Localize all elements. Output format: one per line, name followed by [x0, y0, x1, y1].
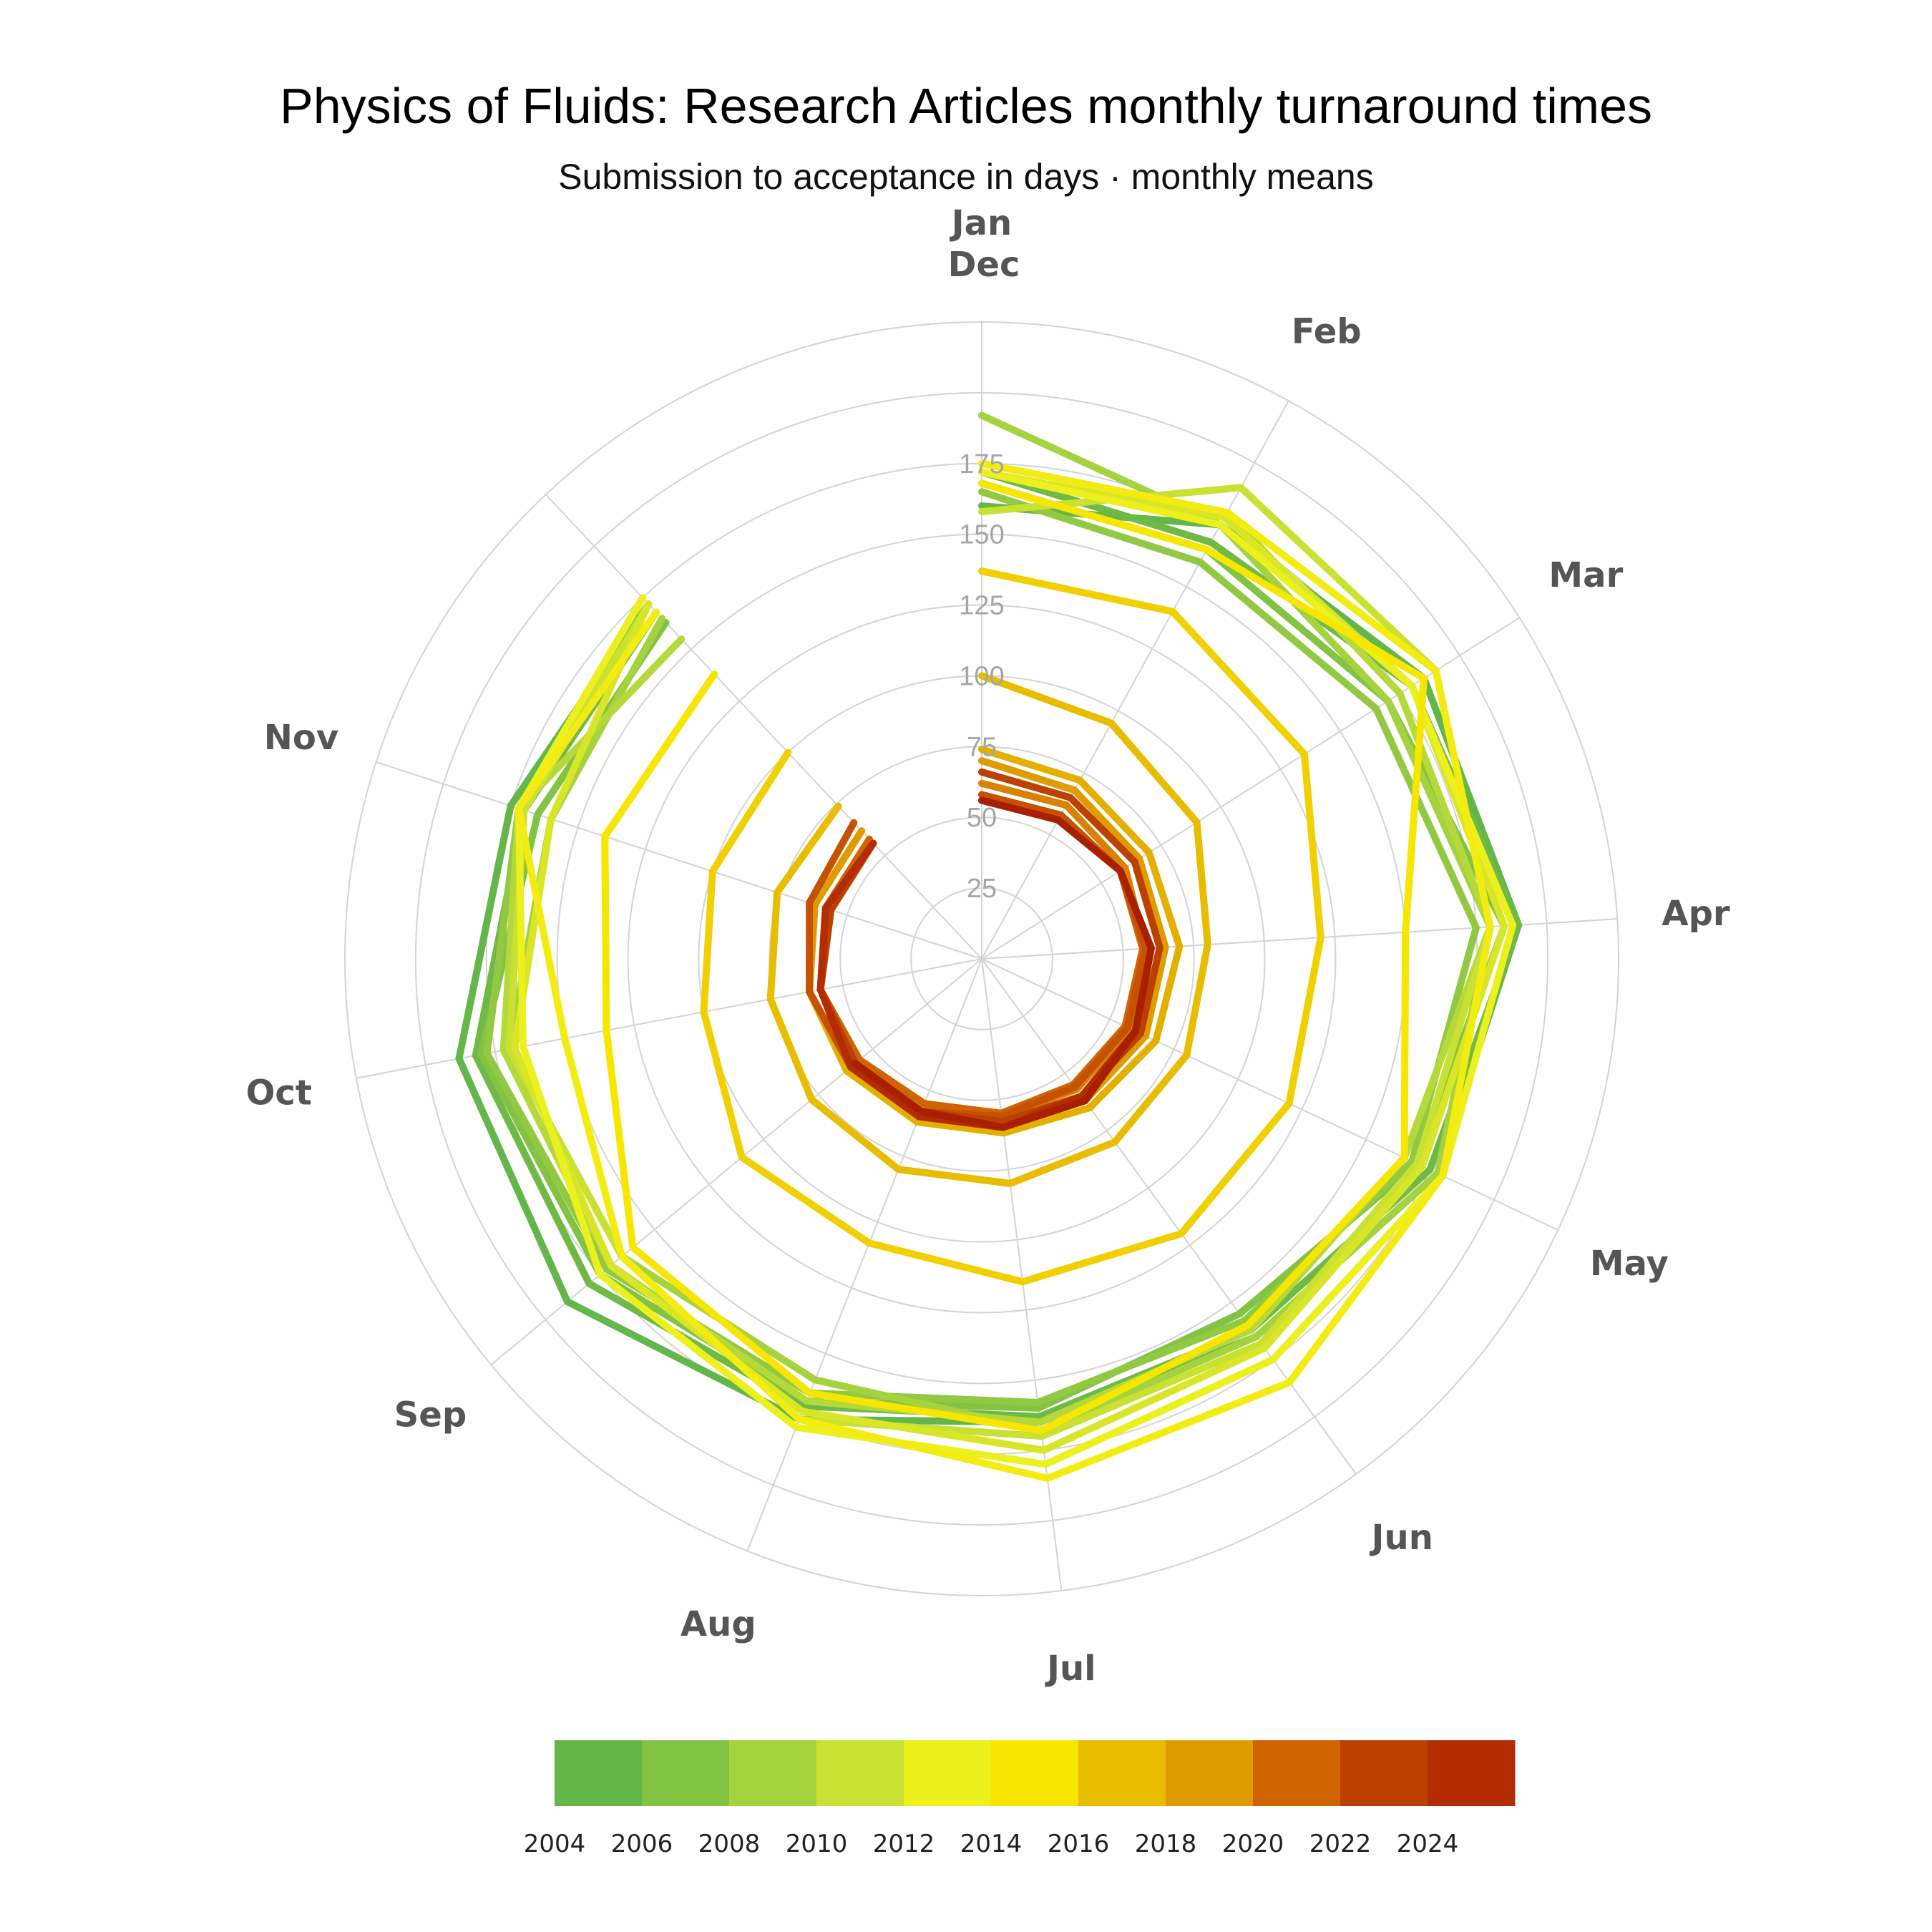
colorbar-label: 2006 — [611, 1830, 673, 1858]
month-label-jun: Jun — [1370, 1518, 1433, 1558]
month-label-jul: Jul — [1045, 1649, 1096, 1689]
colorbar-label: 2004 — [524, 1830, 586, 1858]
grid-spoke — [376, 761, 982, 960]
grid-spoke — [981, 958, 1063, 1591]
chart-subtitle: Submission to acceptance in days · month… — [558, 157, 1374, 197]
colorbar-swatch — [729, 1740, 817, 1806]
series-line-2024 — [852, 796, 1155, 1131]
month-label-dec: Dec — [948, 245, 1020, 285]
radial-tick-label: 175 — [959, 449, 1004, 479]
series-line-2012 — [514, 468, 1517, 1468]
colorbar-label: 2008 — [698, 1830, 761, 1858]
month-labels: Jan Feb Mar Apr May Jun Jul Aug Sep Oct Nov Dec — [246, 203, 1730, 1689]
radial-tick-label: 25 — [967, 874, 997, 904]
radial-tick-label: 75 — [967, 732, 997, 762]
month-label-may: May — [1590, 1244, 1669, 1284]
series-line-2010 — [505, 484, 1494, 1440]
colorbar-label: 2020 — [1222, 1830, 1284, 1858]
radial-tick-label: 100 — [959, 661, 1004, 691]
series-line-2013 — [514, 459, 1494, 1482]
series-line-2015 — [700, 567, 1324, 1286]
radial-tick-labels: 25 50 75 100 125 150 175 — [959, 449, 1004, 904]
colorbar-swatch — [555, 1740, 643, 1806]
colorbar-swatch — [1428, 1740, 1516, 1806]
radial-tick-label: 150 — [959, 520, 1004, 550]
month-label-sep: Sep — [394, 1395, 467, 1435]
colorbar-label: 2018 — [1135, 1830, 1197, 1858]
month-label-apr: Apr — [1662, 894, 1730, 934]
colorbar-label: 2012 — [873, 1830, 935, 1858]
colorbar-swatch — [642, 1740, 730, 1806]
grid-spoke — [981, 958, 1558, 1231]
series-line-2014 — [601, 479, 1428, 1435]
colorbar-swatch — [1340, 1740, 1428, 1806]
colorbar-swatch — [816, 1740, 904, 1806]
colorbar-label: 2016 — [1048, 1830, 1110, 1858]
radial-tick-label: 125 — [959, 591, 1004, 621]
colorbar-swatch — [904, 1740, 992, 1806]
month-label-jan: Jan — [950, 203, 1012, 243]
colorbar-swatch — [1253, 1740, 1341, 1806]
grid-spoke — [981, 400, 1289, 960]
grid-spoke — [545, 494, 982, 960]
colorbar-label: 2022 — [1309, 1830, 1372, 1858]
colorbar-swatch — [1166, 1740, 1254, 1806]
grid-spoke — [490, 958, 982, 1366]
series-line-2007 — [483, 488, 1480, 1406]
month-label-mar: Mar — [1548, 555, 1623, 595]
series-lines — [455, 411, 1523, 1482]
grid-spoke — [356, 958, 982, 1079]
colorbar-swatch — [991, 1740, 1079, 1806]
series-line-2008 — [505, 411, 1494, 1435]
polar-grid — [344, 321, 1619, 1596]
series-line-2016 — [766, 672, 1211, 1187]
grid-spoke — [981, 958, 1357, 1475]
chart-title: Physics of Fluids: Research Articles mon… — [280, 78, 1652, 134]
colorbar-swatch — [1078, 1740, 1166, 1806]
month-label-aug: Aug — [680, 1604, 756, 1644]
month-label-oct: Oct — [246, 1073, 312, 1113]
month-label-feb: Feb — [1292, 312, 1362, 352]
colorbar-label: 2024 — [1397, 1830, 1459, 1858]
grid-spoke — [746, 958, 982, 1551]
colorbar-label: 2010 — [786, 1830, 848, 1858]
radial-tick-label: 50 — [967, 803, 997, 833]
colorbar-label: 2014 — [960, 1830, 1023, 1858]
grid-spoke — [981, 617, 1520, 960]
month-label-nov: Nov — [264, 718, 338, 758]
year-colorbar: 2004 2006 2008 2010 2012 2014 2016 2018 2020 2022… — [524, 1740, 1516, 1858]
